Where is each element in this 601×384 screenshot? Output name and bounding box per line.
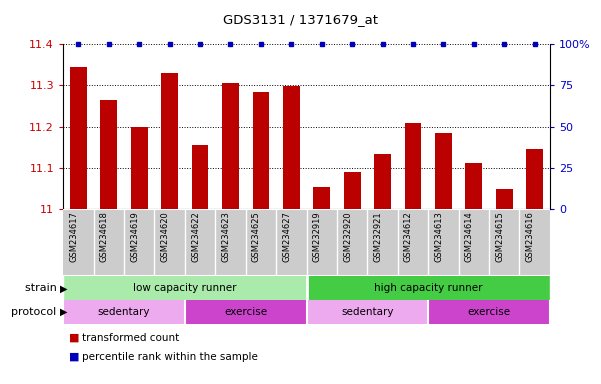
Bar bbox=[192, 145, 209, 209]
Bar bbox=[252, 92, 269, 209]
Text: GSM232921: GSM232921 bbox=[374, 211, 383, 262]
Bar bbox=[63, 300, 185, 324]
Text: high capacity runner: high capacity runner bbox=[374, 283, 483, 293]
Bar bbox=[344, 172, 361, 209]
Text: GSM234615: GSM234615 bbox=[495, 211, 504, 262]
Bar bbox=[404, 122, 421, 209]
Bar bbox=[283, 86, 300, 209]
Bar bbox=[185, 300, 307, 324]
Bar bbox=[313, 187, 330, 209]
Bar bbox=[435, 133, 452, 209]
Bar bbox=[100, 100, 117, 209]
Text: GSM234625: GSM234625 bbox=[252, 211, 261, 262]
Text: GSM232920: GSM232920 bbox=[343, 211, 352, 262]
Text: GDS3131 / 1371679_at: GDS3131 / 1371679_at bbox=[223, 13, 378, 26]
Text: sedentary: sedentary bbox=[341, 307, 394, 317]
Bar bbox=[496, 189, 513, 209]
Text: GSM234614: GSM234614 bbox=[465, 211, 474, 262]
Text: protocol: protocol bbox=[11, 307, 60, 317]
Text: ■: ■ bbox=[69, 352, 79, 362]
Text: ▶: ▶ bbox=[60, 283, 67, 293]
Text: GSM234627: GSM234627 bbox=[282, 211, 291, 262]
Text: ■: ■ bbox=[69, 333, 79, 343]
Text: GSM234616: GSM234616 bbox=[526, 211, 535, 262]
Text: percentile rank within the sample: percentile rank within the sample bbox=[82, 352, 258, 362]
Bar bbox=[161, 73, 178, 209]
Bar bbox=[526, 149, 543, 209]
Text: GSM234613: GSM234613 bbox=[435, 211, 444, 262]
Text: GSM232919: GSM232919 bbox=[313, 211, 322, 262]
Bar bbox=[63, 276, 307, 300]
Text: exercise: exercise bbox=[224, 307, 267, 317]
Text: transformed count: transformed count bbox=[82, 333, 180, 343]
Bar bbox=[307, 276, 550, 300]
Text: low capacity runner: low capacity runner bbox=[133, 283, 237, 293]
Bar bbox=[374, 154, 391, 209]
Bar bbox=[131, 127, 147, 209]
Bar bbox=[429, 300, 550, 324]
Bar bbox=[70, 67, 87, 209]
Bar bbox=[466, 163, 482, 209]
Text: GSM234617: GSM234617 bbox=[69, 211, 78, 262]
Text: ▶: ▶ bbox=[60, 307, 67, 317]
Bar bbox=[307, 300, 429, 324]
Text: sedentary: sedentary bbox=[98, 307, 150, 317]
Text: strain: strain bbox=[25, 283, 60, 293]
Text: GSM234619: GSM234619 bbox=[130, 211, 139, 262]
Text: GSM234618: GSM234618 bbox=[100, 211, 109, 262]
Text: GSM234612: GSM234612 bbox=[404, 211, 413, 262]
Text: GSM234620: GSM234620 bbox=[160, 211, 169, 262]
Bar bbox=[222, 83, 239, 209]
Text: GSM234622: GSM234622 bbox=[191, 211, 200, 262]
Text: exercise: exercise bbox=[468, 307, 511, 317]
Text: GSM234623: GSM234623 bbox=[221, 211, 230, 262]
